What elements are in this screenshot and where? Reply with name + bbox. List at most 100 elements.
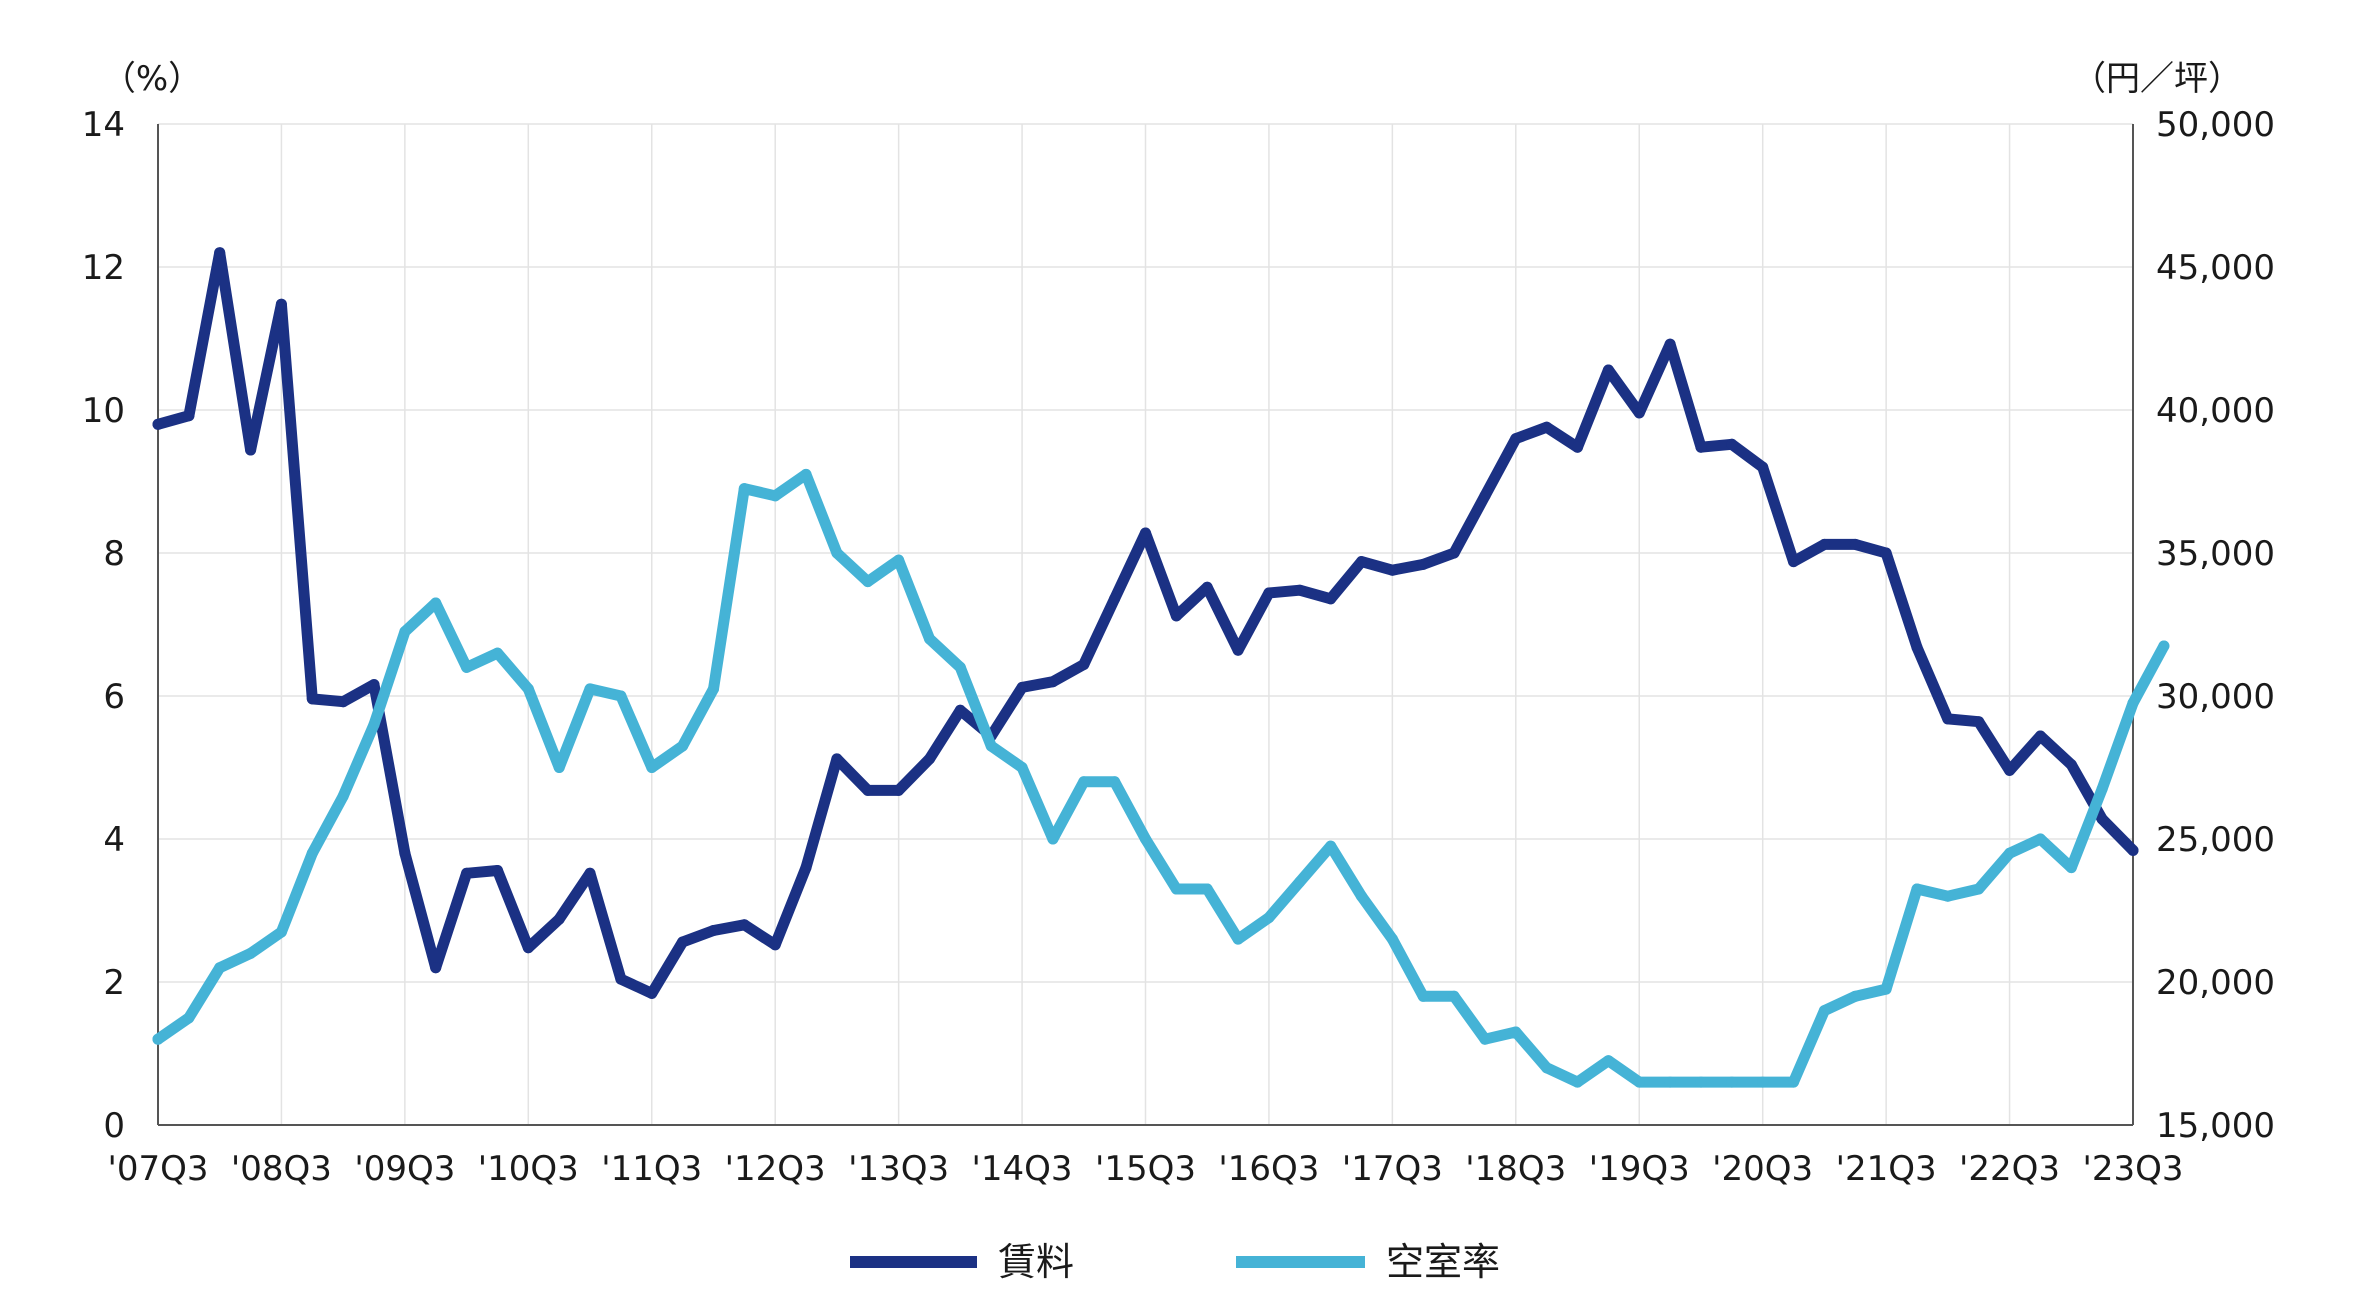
data-point — [1325, 840, 1337, 852]
right-tick-label: 20,000 — [2156, 963, 2275, 1003]
legend-label: 空室率 — [1386, 1240, 1500, 1284]
data-point — [1695, 441, 1707, 453]
series-line-vacancy — [152, 468, 2170, 1088]
left-tick-label: 8 — [103, 534, 125, 574]
data-point — [1016, 762, 1028, 773]
data-point — [1849, 538, 1861, 550]
data-point — [738, 483, 750, 495]
data-point — [1911, 883, 1923, 895]
data-point — [769, 490, 781, 502]
x-tick-label: '20Q3 — [1712, 1149, 1813, 1189]
data-point — [399, 626, 411, 638]
data-point — [1170, 610, 1182, 622]
data-point — [2096, 813, 2108, 825]
data-point — [1016, 681, 1028, 693]
data-point — [368, 679, 380, 691]
data-point — [1572, 1076, 1583, 1088]
x-tick-label: '07Q3 — [107, 1149, 208, 1189]
data-point — [738, 919, 750, 931]
data-point — [306, 693, 318, 705]
data-point — [553, 762, 565, 773]
right-axis-unit: （円／坪） — [2072, 59, 2242, 99]
data-point — [1602, 364, 1614, 376]
data-point — [646, 987, 658, 999]
data-point — [2034, 833, 2046, 845]
data-point — [1942, 713, 1954, 725]
data-point — [677, 740, 689, 752]
x-tick-label: '22Q3 — [1959, 1149, 2060, 1189]
data-point — [461, 661, 473, 673]
data-point — [1633, 407, 1645, 419]
data-point — [245, 444, 257, 456]
left-tick-label: 6 — [103, 677, 125, 717]
data-point — [1201, 581, 1213, 593]
left-tick-label: 4 — [103, 820, 125, 860]
data-point — [1973, 716, 1985, 728]
data-point — [1664, 1076, 1676, 1088]
data-point — [708, 925, 719, 936]
data-point — [1417, 558, 1429, 570]
x-tick-label: '19Q3 — [1589, 1149, 1690, 1189]
x-tick-label: '23Q3 — [2082, 1149, 2183, 1189]
data-point — [214, 962, 226, 974]
data-point — [1479, 1033, 1491, 1045]
data-point — [492, 865, 503, 876]
left-tick-label: 2 — [103, 963, 125, 1003]
data-point — [1325, 593, 1337, 605]
data-point — [1294, 584, 1306, 596]
data-point — [1109, 776, 1121, 788]
data-point — [1078, 659, 1090, 670]
data-point — [1510, 1026, 1522, 1038]
right-tick-label: 40,000 — [2156, 391, 2275, 431]
data-point — [1109, 593, 1121, 605]
data-point — [831, 753, 843, 765]
data-point — [1479, 490, 1491, 502]
right-tick-label: 15,000 — [2156, 1106, 2275, 1146]
data-point — [368, 719, 380, 731]
data-point — [399, 847, 411, 859]
data-point — [275, 926, 287, 938]
data-point — [306, 847, 318, 859]
data-point — [862, 576, 874, 588]
data-point — [1726, 438, 1738, 450]
x-tick-label: '12Q3 — [725, 1149, 826, 1189]
data-point — [924, 633, 935, 645]
data-point — [1140, 527, 1151, 539]
left-axis-unit: （%） — [102, 59, 202, 99]
data-point — [1541, 1062, 1553, 1074]
data-point — [1078, 776, 1090, 788]
data-point — [2034, 730, 2046, 742]
data-point — [1510, 433, 1522, 445]
data-point — [430, 597, 442, 609]
data-point — [1047, 833, 1059, 845]
data-point — [1633, 1076, 1645, 1088]
data-point — [584, 867, 596, 879]
data-point — [2065, 862, 2077, 874]
right-tick-label: 30,000 — [2156, 677, 2275, 717]
data-point — [1602, 1055, 1614, 1067]
data-point — [2127, 697, 2139, 709]
left-tick-label: 10 — [82, 391, 125, 431]
data-point — [1818, 1005, 1830, 1017]
x-tick-label: '21Q3 — [1836, 1149, 1937, 1189]
data-point — [1541, 421, 1553, 433]
x-tick-label: '18Q3 — [1465, 1149, 1566, 1189]
data-point — [1448, 990, 1460, 1002]
data-point — [1788, 556, 1799, 568]
legend-label: 賃料 — [998, 1240, 1074, 1284]
data-point — [1232, 644, 1244, 656]
left-tick-label: 14 — [82, 105, 125, 145]
data-point — [1973, 883, 1985, 895]
data-point — [1232, 933, 1244, 945]
data-point — [1448, 547, 1460, 559]
data-point — [769, 939, 781, 951]
data-point — [1788, 1076, 1799, 1088]
data-point — [1201, 883, 1213, 895]
x-tick-label: '15Q3 — [1095, 1149, 1196, 1189]
data-point — [800, 862, 812, 874]
data-point — [1356, 890, 1367, 902]
data-point — [1047, 676, 1059, 688]
data-point — [1572, 441, 1583, 453]
data-point — [2127, 844, 2139, 856]
